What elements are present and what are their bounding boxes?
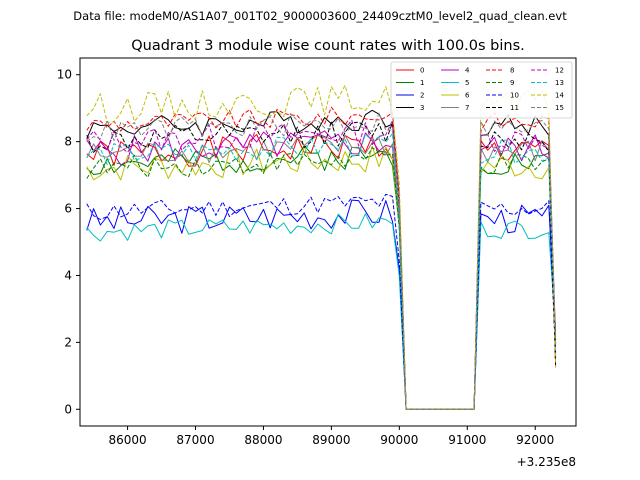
legend-label-3: 3 xyxy=(420,104,424,112)
chart-title: Quadrant 3 module wise count rates with … xyxy=(131,38,525,54)
legend-label-9: 9 xyxy=(510,79,514,87)
legend-label-5: 5 xyxy=(465,79,469,87)
y-tick-label: 4 xyxy=(64,268,72,282)
y-axis: 0 2 4 6 8 10 xyxy=(57,68,80,416)
series-line-9 xyxy=(86,147,557,410)
legend-label-15: 15 xyxy=(555,104,564,112)
series-line-14 xyxy=(86,84,557,410)
x-tick-label: 89000 xyxy=(312,433,350,447)
x-tick-label: 91000 xyxy=(448,433,486,447)
legend-label-12: 12 xyxy=(555,67,564,75)
series-line-13 xyxy=(86,133,557,410)
legend-label-10: 10 xyxy=(510,92,519,100)
series-line-0 xyxy=(86,133,557,410)
x-axis: 86000 87000 88000 89000 90000 91000 92000 xyxy=(108,426,554,447)
legend-label-4: 4 xyxy=(465,67,470,75)
legend-label-14: 14 xyxy=(555,92,564,100)
legend-label-2: 2 xyxy=(420,92,424,100)
legend-label-1: 1 xyxy=(420,79,424,87)
legend-label-6: 6 xyxy=(465,92,470,100)
y-tick-label: 10 xyxy=(57,68,72,82)
legend-label-0: 0 xyxy=(420,67,424,75)
y-tick-label: 6 xyxy=(64,202,72,216)
x-tick-label: 88000 xyxy=(244,433,282,447)
series-line-15 xyxy=(86,112,557,410)
series-line-3 xyxy=(86,109,557,410)
plot-lines xyxy=(86,84,557,410)
legend-label-11: 11 xyxy=(510,104,519,112)
series-line-10 xyxy=(86,193,557,410)
legend-label-13: 13 xyxy=(555,79,564,87)
series-line-6 xyxy=(86,145,557,410)
data-file-label: Data file: modeM0/AS1A07_001T02_90000036… xyxy=(73,9,567,23)
x-tick-label: 92000 xyxy=(516,433,554,447)
x-tick-label: 86000 xyxy=(108,433,146,447)
legend-box xyxy=(390,61,573,119)
y-tick-label: 8 xyxy=(64,135,72,149)
x-offset-label: +3.235e8 xyxy=(517,455,576,469)
series-line-7 xyxy=(86,134,557,410)
x-tick-label: 87000 xyxy=(176,433,214,447)
legend-label-8: 8 xyxy=(510,67,514,75)
series-line-1 xyxy=(86,145,557,410)
series-line-5 xyxy=(86,213,557,410)
y-tick-label: 0 xyxy=(64,402,72,416)
y-tick-label: 2 xyxy=(64,335,72,349)
x-tick-label: 90000 xyxy=(380,433,418,447)
series-line-4 xyxy=(86,130,557,410)
legend-label-7: 7 xyxy=(465,104,469,112)
plot-frame xyxy=(79,57,577,427)
